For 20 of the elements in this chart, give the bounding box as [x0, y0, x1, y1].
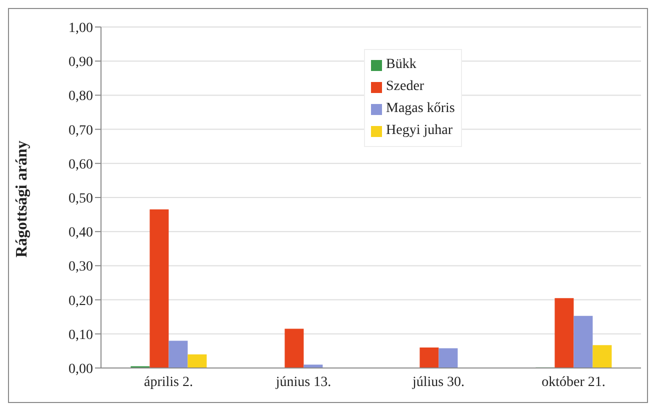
- legend-label: Magas kőris: [386, 101, 455, 117]
- x-tick-label: április 2.: [144, 374, 193, 390]
- y-tick-label: 0,20: [68, 294, 93, 309]
- y-tick-label: 0,10: [68, 328, 93, 343]
- x-tick-label: október 21.: [542, 374, 606, 390]
- legend-label: Hegyi juhar: [386, 123, 452, 139]
- legend-label: Bükk: [386, 57, 416, 73]
- y-tick-label: 0,00: [68, 362, 93, 377]
- legend-label: Szeder: [386, 79, 424, 95]
- y-tick-label: 1,00: [68, 20, 93, 36]
- y-tick-label: 0,30: [68, 260, 93, 275]
- y-tick-label: 0,60: [68, 157, 93, 172]
- y-tick-label: 0,50: [68, 191, 93, 206]
- x-tick-label: július 30.: [411, 374, 465, 390]
- y-tick-label: 0,80: [68, 89, 93, 104]
- y-tick-label: 0,40: [68, 226, 93, 241]
- y-tick-label: 0,90: [68, 55, 93, 70]
- x-tick-label: június 13.: [274, 374, 332, 390]
- y-axis-title: Rágottsági arány: [14, 140, 31, 258]
- y-tick-label: 0,70: [68, 123, 93, 138]
